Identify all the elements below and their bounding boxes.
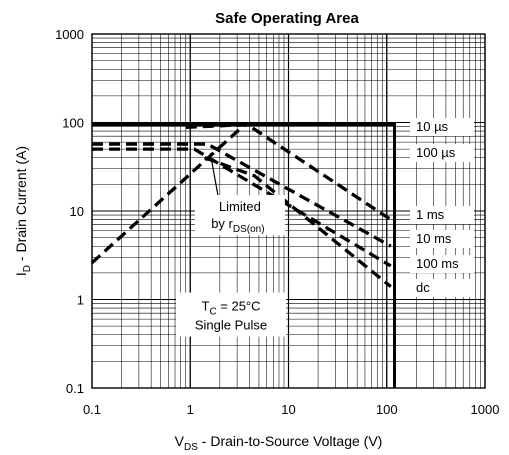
legend-label-bg	[410, 230, 474, 248]
annotation-tc: TC = 25°C	[201, 299, 260, 318]
x-tick-label: 10	[281, 402, 295, 417]
series-line	[185, 122, 392, 221]
legend-label: 10 µs	[416, 119, 449, 134]
legend-label-bg	[410, 255, 474, 273]
legend-label-bg	[410, 206, 474, 224]
legend-label: 100 ms	[416, 256, 459, 271]
chart-text: 0.1 1 10 100 1000 0.1 1 10 100 1000 VDS - Drain-to…	[13, 27, 499, 453]
annotation-box	[176, 292, 287, 337]
y-tick-label: 0.1	[66, 381, 84, 396]
series-line	[90, 123, 247, 265]
annotation-limited: Limited	[219, 199, 261, 214]
x-tick-label: 1000	[471, 402, 500, 417]
legend-label: 10 ms	[416, 231, 452, 246]
series-line	[92, 147, 392, 268]
legend-label: 1 ms	[416, 207, 445, 222]
annotation-box	[194, 195, 285, 235]
legend-label-bg	[410, 118, 474, 136]
legend-label-bg	[410, 144, 474, 162]
x-axis-label: VDS - Drain-to-Source Voltage (V)	[175, 433, 383, 453]
series-line	[92, 142, 392, 248]
chart-title: Safe Operating Area	[215, 10, 359, 27]
series-line	[204, 156, 392, 288]
series-line	[92, 123, 396, 388]
y-axis-label: ID - Drain Current (A)	[13, 146, 33, 276]
plot-area	[90, 122, 396, 388]
annotation-rdson: by rDS(on)	[211, 216, 264, 235]
plot-frame	[91, 33, 486, 389]
y-tick-label: 1	[77, 293, 84, 308]
x-tick-label: 0.1	[83, 402, 101, 417]
legend-label-bg	[410, 279, 474, 297]
y-tick-label: 100	[62, 116, 84, 131]
annotation-single-pulse: Single Pulse	[195, 318, 267, 333]
legend-label: dc	[416, 280, 430, 295]
x-tick-label: 1	[187, 402, 194, 417]
y-tick-label: 10	[70, 204, 84, 219]
annotation-pointer	[209, 153, 219, 196]
legend-label: 100 µs	[416, 145, 456, 160]
x-tick-label: 100	[376, 402, 398, 417]
y-tick-label: 1000	[55, 27, 84, 42]
